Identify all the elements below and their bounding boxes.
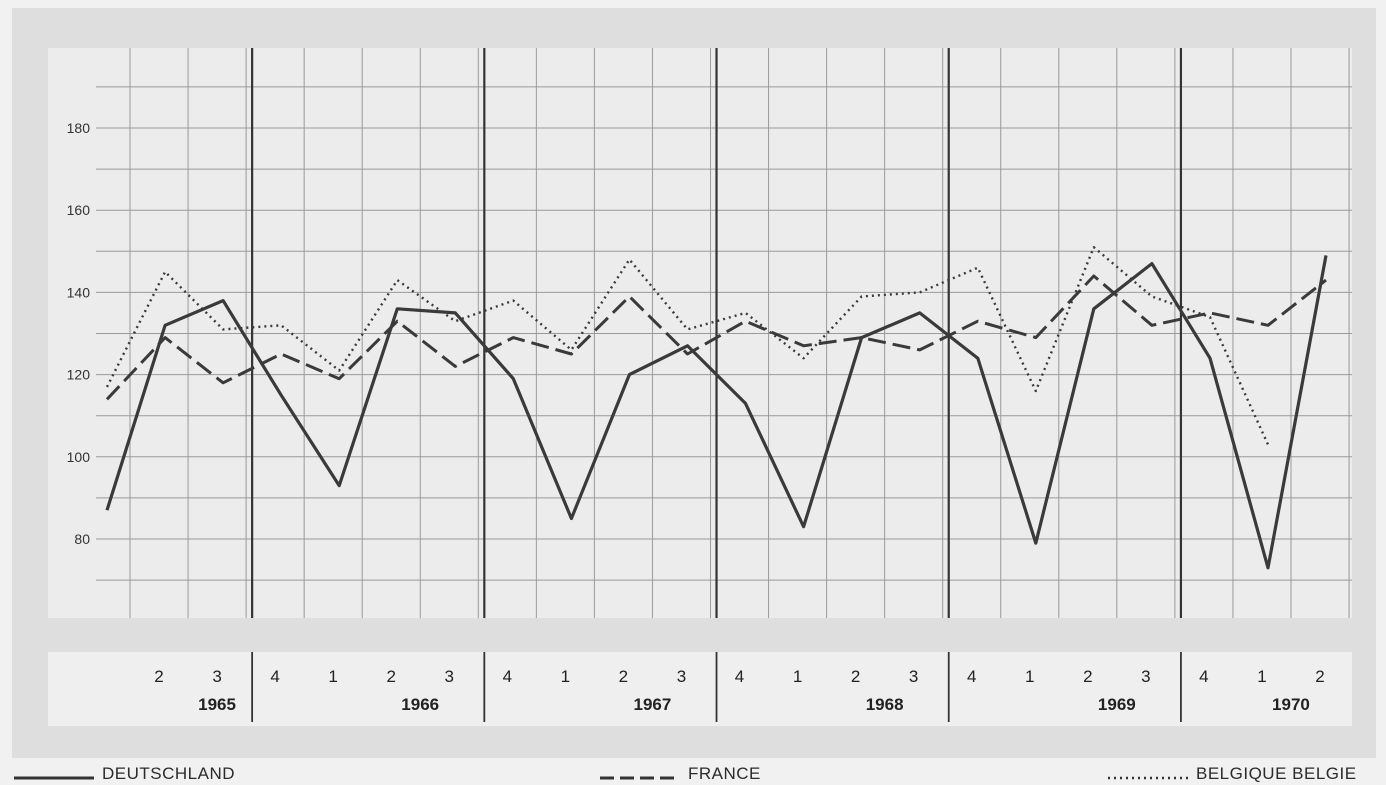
line-chart: 80 100 120 140 160 180 2 3 4 1 2 3 4 1 2 3 4 1 2 3 4 1 2 3 4 1 2 19… — [48, 48, 1352, 726]
quarter-label: 3 — [1141, 667, 1150, 686]
y-tick-label: 80 — [74, 531, 90, 547]
dotted-line-legend-icon — [1108, 776, 1188, 780]
quarter-label: 3 — [909, 667, 918, 686]
quarter-label: 4 — [503, 667, 512, 686]
series-line-deutschland — [105, 255, 1328, 570]
year-label: 1970 — [1272, 695, 1310, 714]
quarter-label: 3 — [445, 667, 454, 686]
quarter-label: 2 — [386, 667, 395, 686]
quarter-label: 4 — [967, 667, 976, 686]
y-tick-label: 140 — [67, 284, 91, 300]
year-label: 1967 — [634, 695, 672, 714]
quarter-label: 1 — [1257, 667, 1266, 686]
y-tick-label: 100 — [67, 449, 91, 465]
y-tick-label: 120 — [67, 367, 91, 383]
y-tick-label: 180 — [67, 120, 91, 136]
quarter-label: 2 — [619, 667, 628, 686]
quarter-label: 1 — [793, 667, 802, 686]
quarter-label: 1 — [328, 667, 337, 686]
quarter-label: 2 — [851, 667, 860, 686]
series-line-france — [105, 274, 1327, 401]
quarter-label: 4 — [270, 667, 279, 686]
x-axis-band — [48, 652, 1352, 726]
quarter-label: 4 — [1199, 667, 1208, 686]
quarter-label: 1 — [561, 667, 570, 686]
legend-item-belgique: BELGIQUE BELGIE — [1106, 764, 1357, 784]
quarter-label: 4 — [735, 667, 744, 686]
legend-label-france: FRANCE — [688, 764, 761, 783]
legend-item-france: FRANCE — [598, 764, 761, 784]
solid-line-legend-icon — [14, 776, 94, 780]
year-label: 1965 — [198, 695, 236, 714]
legend-item-deutschland: DEUTSCHLAND — [12, 764, 235, 784]
year-label: 1966 — [401, 695, 439, 714]
quarter-label: 3 — [677, 667, 686, 686]
quarter-label: 2 — [1315, 667, 1324, 686]
year-label: 1969 — [1098, 695, 1136, 714]
legend-label-deutschland: DEUTSCHLAND — [102, 764, 236, 783]
dashed-line-legend-icon — [600, 776, 680, 780]
quarter-label: 3 — [212, 667, 221, 686]
legend-label-belgique: BELGIQUE BELGIE — [1196, 764, 1357, 783]
year-label: 1968 — [866, 695, 904, 714]
y-tick-label: 160 — [67, 202, 91, 218]
quarter-label: 2 — [154, 667, 163, 686]
quarter-label: 2 — [1083, 667, 1092, 686]
quarter-label: 1 — [1025, 667, 1034, 686]
